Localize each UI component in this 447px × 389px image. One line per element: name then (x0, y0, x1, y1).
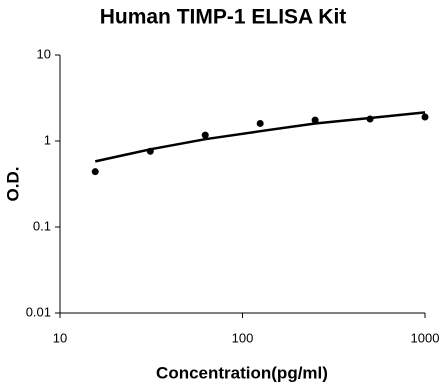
chart-title: Human TIMP-1 ELISA Kit (100, 6, 347, 29)
fit-curve (94, 111, 426, 163)
y-axis-label: O.D. (3, 167, 22, 202)
data-point (421, 113, 429, 121)
data-point (311, 116, 319, 124)
y-tick-label: 10 (37, 46, 51, 61)
data-point (91, 168, 99, 176)
y-tick-label: 1 (44, 132, 51, 147)
data-point (256, 119, 264, 127)
data-point (201, 131, 209, 139)
x-tick-label: 1000 (411, 330, 440, 345)
x-tick-label: 10 (53, 330, 67, 345)
y-tick-label: 0.01 (26, 304, 51, 319)
x-axis-label: Concentration(pg/ml) (156, 363, 328, 382)
x-tick-label: 100 (232, 330, 254, 345)
y-tick-label: 0.1 (33, 218, 51, 233)
